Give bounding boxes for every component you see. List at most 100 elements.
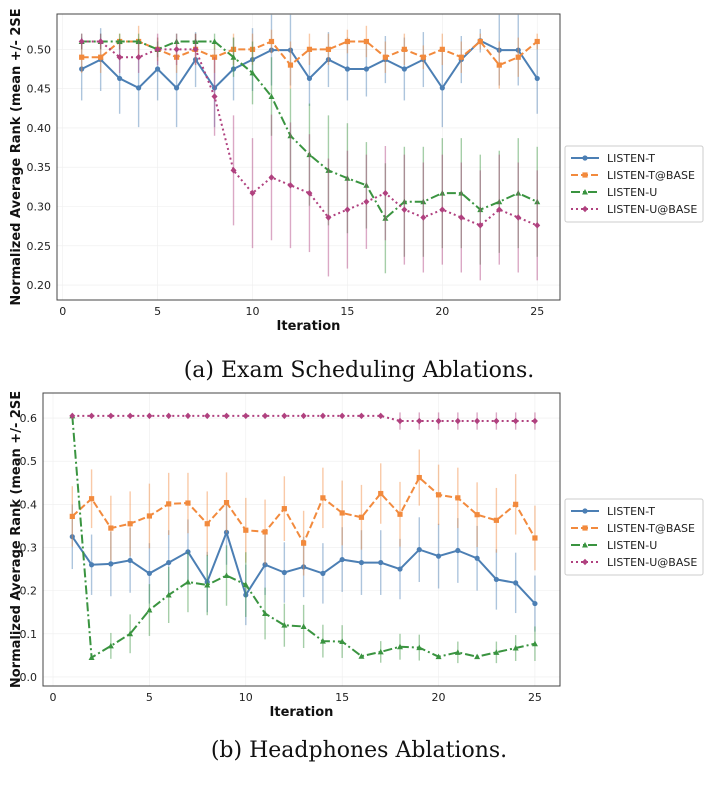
chart-exam-scheduling: 0 5 10 15 20 25 0.20 0.25 0.30 0.35 0.40 0.45 0.50 It… bbox=[9, 8, 704, 334]
marker-diamond bbox=[377, 412, 384, 420]
marker-circle bbox=[493, 576, 499, 583]
marker-diamond bbox=[363, 198, 370, 205]
marker-circle bbox=[108, 561, 114, 567]
marker-triangle bbox=[358, 653, 365, 659]
marker-triangle bbox=[135, 38, 142, 44]
marker-diamond bbox=[358, 412, 365, 420]
series-listen-u-base bbox=[69, 412, 538, 430]
legend: LISTEN-T LISTEN-T@BASE LISTEN-U LISTEN-U@BA… bbox=[564, 498, 704, 576]
marker-diamond bbox=[474, 417, 481, 425]
x-tick-label: 15 bbox=[340, 305, 354, 318]
marker-diamond bbox=[416, 417, 423, 425]
x-tick-label: 15 bbox=[335, 691, 349, 704]
marker-triangle bbox=[165, 591, 172, 598]
x-tick-label: 25 bbox=[530, 305, 544, 318]
y-tick-label: 0.6 bbox=[20, 412, 38, 425]
legend: LISTEN-T LISTEN-T@BASE LISTEN-U LISTEN-U@BA… bbox=[564, 145, 704, 223]
series-listen-t bbox=[69, 500, 538, 632]
marker-circle bbox=[363, 66, 369, 72]
marker-square bbox=[416, 474, 422, 481]
y-tick-label: 0.4 bbox=[20, 498, 38, 511]
marker-triangle bbox=[496, 198, 503, 205]
marker-circle bbox=[301, 564, 307, 570]
marker-diamond bbox=[397, 417, 404, 425]
marker-circle bbox=[344, 66, 351, 72]
x-tick-label: 20 bbox=[435, 305, 449, 318]
x-tick-label: 25 bbox=[528, 691, 542, 704]
marker-square bbox=[281, 506, 287, 512]
marker-triangle bbox=[281, 622, 288, 628]
marker-circle bbox=[223, 529, 230, 535]
marker-triangle bbox=[173, 38, 180, 44]
marker-triangle bbox=[192, 38, 199, 44]
marker-triangle bbox=[515, 190, 522, 196]
marker-triangle bbox=[204, 582, 211, 588]
marker-diamond bbox=[344, 206, 351, 213]
marker-diamond bbox=[97, 38, 104, 45]
marker-circle bbox=[320, 570, 326, 576]
marker-circle bbox=[496, 47, 502, 53]
marker-diamond bbox=[116, 54, 123, 61]
legend-label: LISTEN-T bbox=[607, 505, 655, 518]
marker-square bbox=[268, 38, 275, 45]
x-tick-label: 0 bbox=[59, 305, 66, 318]
marker-diamond bbox=[127, 412, 134, 420]
marker-square bbox=[79, 54, 85, 60]
marker-circle bbox=[79, 66, 85, 72]
marker-diamond bbox=[435, 417, 442, 425]
marker-circle bbox=[455, 547, 461, 554]
marker-diamond bbox=[146, 412, 153, 420]
x-axis-label: Iteration bbox=[277, 319, 341, 334]
x-tick-label: 10 bbox=[239, 691, 253, 704]
series-listen-u bbox=[69, 412, 538, 664]
marker-triangle bbox=[439, 190, 446, 196]
marker-diamond bbox=[454, 417, 461, 425]
marker-square bbox=[358, 514, 365, 520]
marker-triangle bbox=[363, 182, 370, 188]
marker-diamond bbox=[515, 214, 522, 221]
marker-triangle bbox=[249, 69, 256, 76]
marker-triangle bbox=[268, 93, 275, 99]
marker-square bbox=[363, 38, 369, 45]
marker-square bbox=[496, 62, 502, 68]
marker-circle bbox=[155, 66, 161, 72]
marker-circle bbox=[262, 562, 268, 568]
marker-triangle bbox=[306, 151, 313, 158]
y-tick-label: 0.0 bbox=[20, 671, 38, 684]
marker-square bbox=[493, 517, 499, 523]
marker-square bbox=[262, 529, 268, 535]
marker-diamond bbox=[173, 46, 180, 53]
marker-triangle bbox=[493, 649, 500, 655]
marker-circle bbox=[532, 600, 538, 607]
marker-diamond bbox=[154, 46, 161, 53]
y-tick-label: 0.5 bbox=[20, 455, 38, 468]
marker-diamond bbox=[192, 46, 199, 53]
y-tick-label: 0.2 bbox=[20, 585, 38, 598]
marker-diamond bbox=[135, 54, 142, 61]
marker-triangle bbox=[416, 644, 423, 651]
marker-diamond bbox=[281, 412, 288, 420]
marker-triangle bbox=[582, 189, 588, 195]
marker-diamond bbox=[420, 214, 427, 221]
y-tick-label: 0.45 bbox=[27, 83, 52, 96]
marker-diamond bbox=[287, 182, 294, 189]
marker-triangle bbox=[477, 206, 484, 213]
marker-diamond bbox=[401, 206, 408, 213]
marker-triangle bbox=[397, 643, 404, 650]
y-tick-label: 0.50 bbox=[27, 43, 52, 56]
marker-diamond bbox=[223, 412, 230, 420]
marker-circle bbox=[117, 75, 123, 82]
x-tick-label: 10 bbox=[246, 305, 260, 318]
marker-circle bbox=[306, 75, 313, 82]
marker-circle bbox=[243, 592, 249, 598]
marker-diamond bbox=[211, 93, 218, 100]
marker-square bbox=[108, 525, 114, 531]
x-tick-label: 0 bbox=[50, 691, 57, 704]
marker-diamond bbox=[165, 412, 172, 420]
marker-circle bbox=[416, 547, 422, 553]
marker-diamond bbox=[107, 412, 114, 420]
marker-diamond bbox=[493, 417, 500, 425]
marker-square bbox=[458, 54, 464, 60]
marker-diamond bbox=[534, 222, 541, 229]
marker-square bbox=[211, 54, 218, 60]
